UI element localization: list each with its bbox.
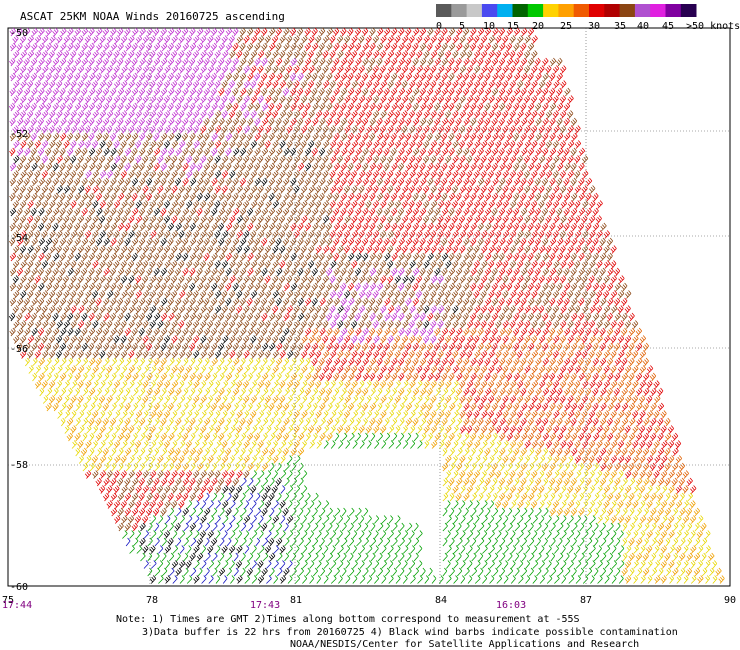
lon-label-90: 90 (724, 595, 736, 606)
legend-label: 15 (507, 21, 519, 32)
lat-label-50: -50 (10, 28, 28, 39)
legend-label: 25 (560, 21, 572, 32)
wind-barb-group (8, 27, 445, 344)
legend-label: >50 knots (686, 21, 740, 32)
legend-swatch (558, 4, 575, 17)
wind-barb-group (9, 27, 697, 532)
legend-swatch (619, 4, 636, 17)
lat-label-56: -56 (10, 344, 28, 355)
wind-barb-group (125, 477, 293, 584)
legend-label: 0 (436, 21, 442, 32)
legend-label: 20 (532, 21, 544, 32)
lon-label-75: 75 (2, 595, 14, 606)
legend-swatch (650, 4, 666, 17)
lon-label-78: 78 (146, 595, 158, 606)
legend-swatch (436, 4, 452, 17)
lon-label-81: 81 (290, 595, 302, 606)
note-line-1: Note: 1) Times are GMT 2)Times along bot… (116, 614, 580, 625)
legend-swatch (634, 4, 651, 17)
note-line-3: NOAA/NESDIS/Center for Satellite Applica… (290, 639, 640, 650)
map-title: ASCAT 25KM NOAA Winds 20160725 ascending (20, 10, 285, 23)
legend-swatch (451, 4, 467, 17)
legend-swatch (497, 4, 513, 17)
lat-label-60: -60 (10, 582, 28, 593)
legend-label: 45 (662, 21, 674, 32)
legend-label: 5 (459, 21, 465, 32)
legend-label: 10 (483, 21, 495, 32)
lon-label-87: 87 (580, 595, 592, 606)
legend-swatch (512, 4, 529, 17)
lat-lon-grid (8, 28, 730, 586)
legend-swatch (481, 4, 498, 17)
legend-label: 35 (614, 21, 626, 32)
legend-label: 40 (637, 21, 649, 32)
legend-swatch (589, 4, 605, 17)
wind-barb-group (301, 327, 690, 494)
legend-label: 30 (588, 21, 600, 32)
wind-barbs (8, 27, 725, 584)
lat-label-52: -52 (10, 129, 28, 140)
wind-barb-group (34, 357, 725, 584)
legend-swatch (466, 4, 483, 17)
wind-barb-group (24, 357, 718, 584)
legend-swatch (573, 4, 590, 17)
lat-label-58: -58 (10, 460, 28, 471)
legend-swatch (680, 4, 697, 17)
legend-swatch (527, 4, 544, 17)
lat-label-54: -54 (10, 233, 28, 244)
time-label-1: 17:44 (2, 600, 32, 611)
lon-label-84: 84 (435, 595, 447, 606)
time-label-3: 16:03 (496, 600, 526, 611)
wind-barb-group (8, 132, 459, 584)
wind-barb-group (122, 432, 625, 584)
legend-swatch (543, 4, 559, 17)
wind-barb-group (8, 27, 639, 532)
legend-swatch (604, 4, 620, 17)
legend-swatch (665, 4, 682, 17)
speed-legend: 0 5 10 15 20 25 30 35 40 45 >50 knots (436, 4, 740, 32)
note-line-2: 3)Data buffer is 22 hrs from 20160725 4)… (142, 627, 678, 638)
plot-frame (7, 27, 731, 587)
time-label-2: 17:43 (250, 600, 280, 611)
